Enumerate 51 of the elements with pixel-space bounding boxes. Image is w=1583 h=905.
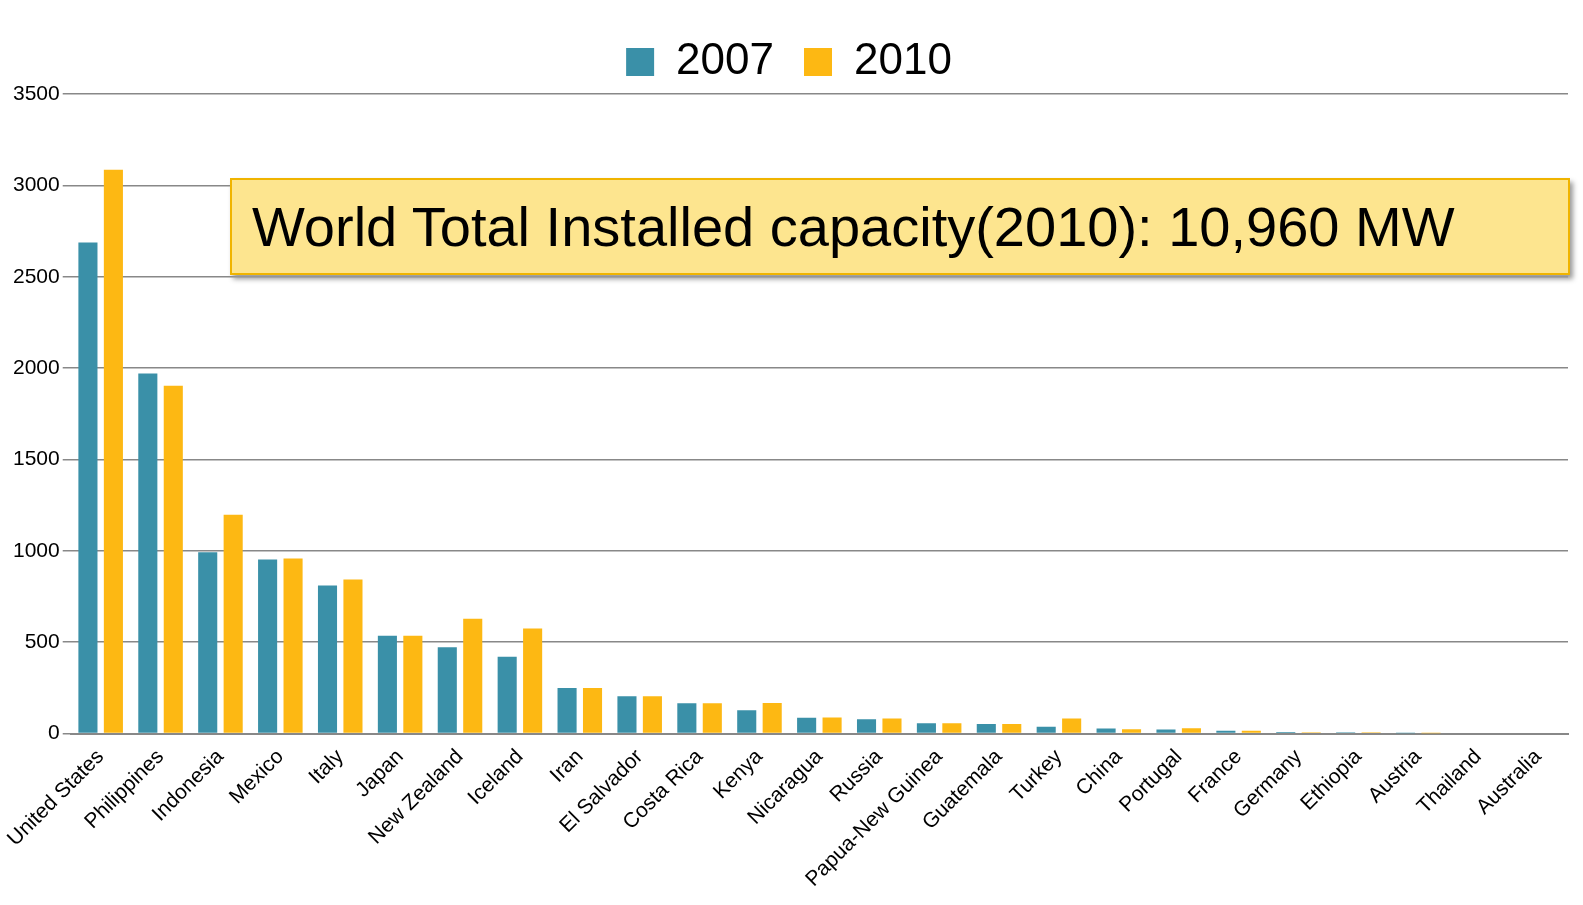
y-tick-label: 3500: [13, 80, 60, 104]
bar: [797, 717, 817, 733]
bar: [557, 687, 577, 733]
bar: [403, 635, 423, 733]
bar: [916, 723, 936, 733]
y-tick-label: 2500: [13, 263, 60, 287]
y-tick-label: 1000: [13, 537, 60, 561]
bar: [283, 558, 303, 733]
bar: [198, 552, 218, 733]
y-tick-label: 3000: [13, 172, 60, 196]
y-tick-label: 500: [24, 629, 60, 653]
legend-label: 2010: [854, 34, 952, 84]
bar: [1002, 724, 1022, 733]
bar: [822, 717, 842, 733]
bar: [497, 656, 517, 733]
bar: [617, 696, 637, 733]
bar: [1156, 729, 1176, 733]
bar: [223, 514, 243, 733]
bar: [163, 385, 183, 733]
annotation: World Total Installed capacity(2010): 10,960 MW: [230, 178, 1570, 275]
bar: [523, 628, 543, 733]
bar: [1036, 726, 1056, 733]
bar: [702, 703, 722, 733]
bar: [856, 719, 877, 733]
bar: [463, 618, 483, 733]
bar: [1062, 718, 1082, 733]
bar: [258, 559, 278, 733]
bar: [377, 635, 397, 733]
bar: [317, 585, 338, 733]
bar: [582, 687, 603, 733]
bar: [737, 710, 757, 733]
bar: [762, 703, 782, 733]
y-tick-label: 0: [48, 720, 60, 744]
bar: [1241, 730, 1261, 733]
bar: [1096, 728, 1116, 733]
y-tick-label: 1500: [13, 446, 60, 470]
bar: [677, 703, 697, 733]
legend-label: 2007: [676, 34, 775, 84]
bar: [1122, 729, 1142, 733]
bar: [437, 647, 457, 733]
bar: [642, 696, 662, 733]
bar: [942, 723, 962, 733]
bar: [343, 579, 363, 733]
bar: [976, 723, 996, 733]
bar: [138, 373, 158, 733]
x-tick-label: Italy: [303, 743, 348, 788]
bar: [78, 242, 98, 733]
bar: [882, 718, 902, 733]
bar: [103, 169, 123, 733]
y-tick-label: 2000: [13, 354, 60, 378]
bar: [1181, 728, 1201, 733]
